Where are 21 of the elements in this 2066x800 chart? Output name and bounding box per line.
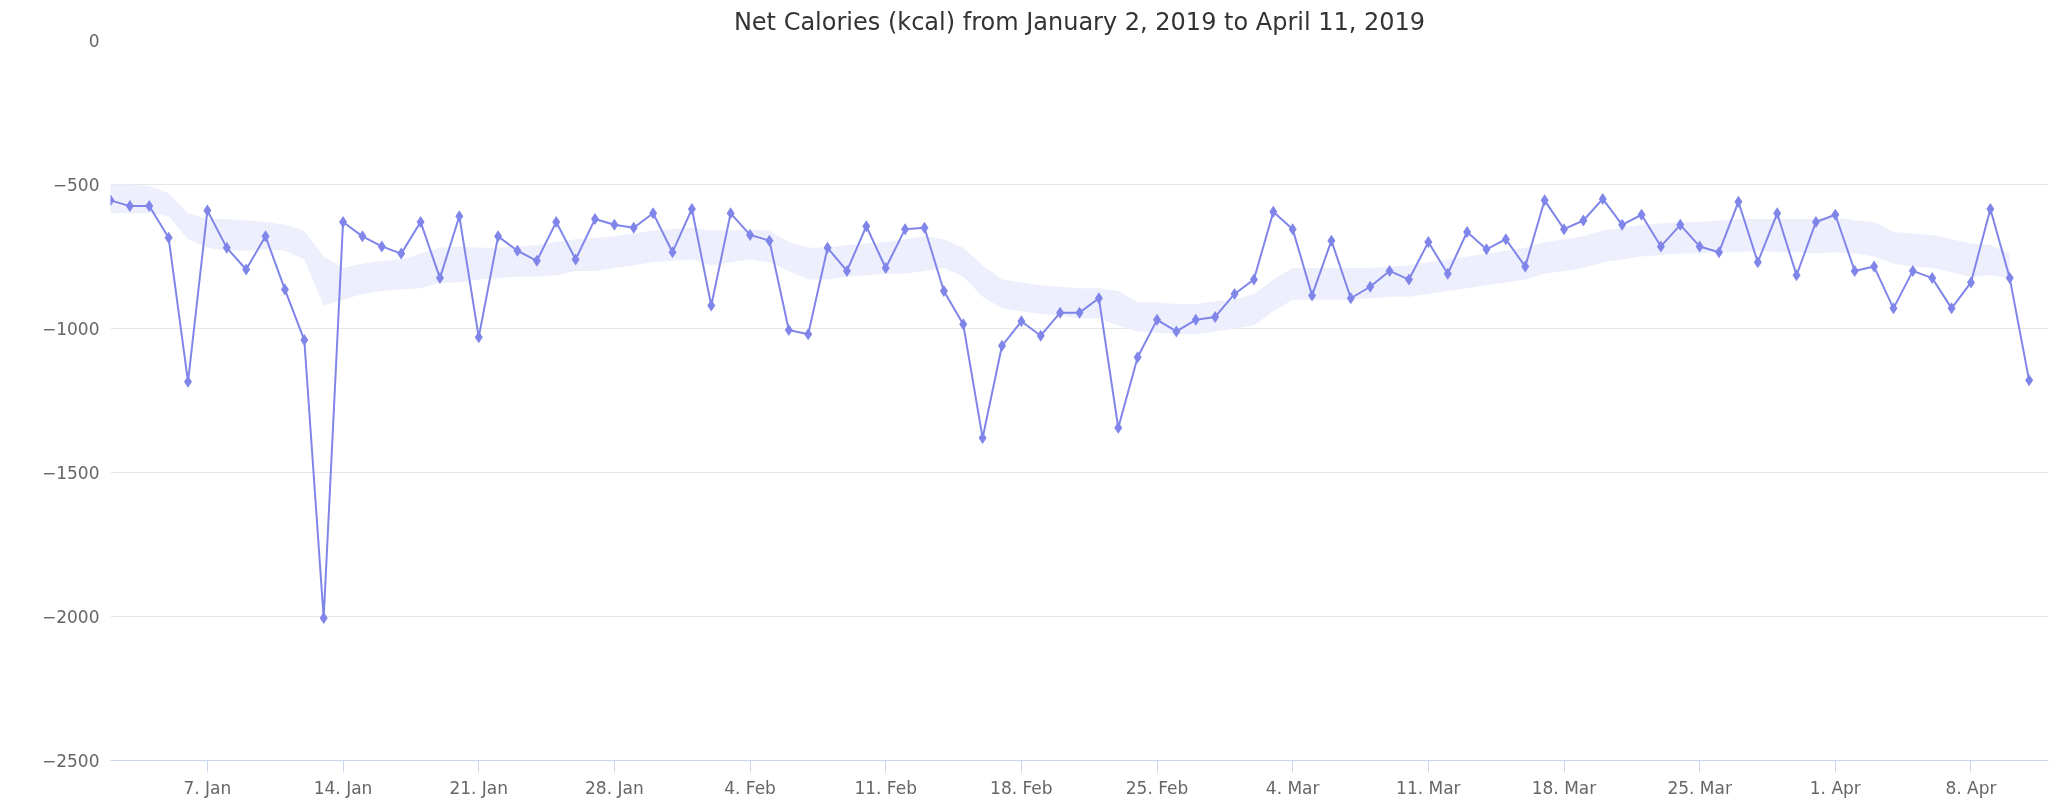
chart-title: Net Calories (kcal) from January 2, 2019 to April 11, 2019 bbox=[733, 7, 1426, 36]
x-tick-label: 4. Feb bbox=[724, 777, 776, 798]
x-tick-label: 4. Mar bbox=[1265, 777, 1320, 798]
x-tick-label: 7. Jan bbox=[183, 777, 232, 798]
x-tick-label: 21. Jan bbox=[449, 777, 509, 798]
y-tick-label: 0 bbox=[88, 31, 100, 51]
x-tick-label: 11. Feb bbox=[854, 777, 917, 798]
x-tick-label: 25. Feb bbox=[1125, 777, 1189, 798]
y-tick-label: −2000 bbox=[41, 607, 100, 627]
x-tick-label: 1. Apr bbox=[1809, 777, 1861, 798]
y-tick-label: −500 bbox=[52, 175, 100, 195]
x-tick-label: 14. Jan bbox=[313, 777, 373, 798]
x-tick-label: 18. Mar bbox=[1531, 777, 1597, 798]
y-tick-label: −1000 bbox=[41, 319, 100, 339]
y-tick-label: −2500 bbox=[41, 751, 100, 771]
x-tick-label: 28. Jan bbox=[585, 777, 644, 798]
x-tick-label: 18. Feb bbox=[990, 777, 1053, 798]
x-tick-label: 25. Mar bbox=[1667, 777, 1732, 798]
x-tick-label: 11. Mar bbox=[1396, 777, 1461, 798]
y-tick-label: −1500 bbox=[41, 463, 100, 483]
x-tick-label: 8. Apr bbox=[1945, 777, 1997, 798]
